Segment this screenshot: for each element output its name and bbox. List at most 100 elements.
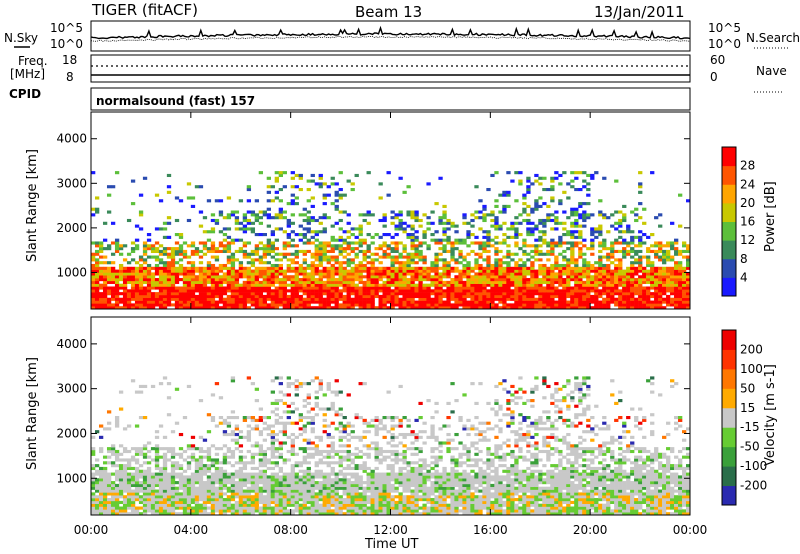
velocity-cell [298,464,303,468]
power-cell [506,193,511,197]
power-cell [578,241,583,245]
power-cell [134,286,140,290]
velocity-cell [270,447,275,451]
velocity-cell [318,407,323,411]
power-cell [254,252,260,256]
power-cell [562,171,567,175]
power-cell [422,286,427,290]
power-cell [342,193,347,197]
velocity-cell [102,461,108,465]
power-cell [326,261,331,265]
power-cell [482,204,487,208]
power-cell [374,280,379,284]
power-cell [234,238,240,242]
power-cell [498,278,503,282]
velocity-cell [302,500,307,504]
power-cell [282,216,287,220]
power-cell [162,278,168,282]
power-cell [490,303,495,307]
power-cell [250,294,256,299]
power-cell [262,286,267,290]
power-cell [238,275,244,279]
velocity-cell [238,478,244,482]
power-cell [130,202,136,206]
power-cell [94,266,100,270]
power-cell [262,278,267,282]
power-cell [402,292,407,296]
power-cell [634,207,639,211]
power-cell [190,249,196,254]
power-cell [302,269,307,273]
power-cell [626,303,631,307]
power-cell [286,202,291,206]
power-cell [130,303,136,307]
power-cell [454,280,459,284]
power-cell [578,247,583,251]
velocity-cell [106,498,112,502]
velocity-cell [270,449,275,454]
power-cell [446,218,451,223]
power-cell [218,280,224,284]
velocity-cell [302,449,307,454]
power-cell [290,283,295,287]
power-cell [350,297,355,301]
velocity-cell [146,492,152,496]
velocity-cell [310,481,315,485]
velocity-cell [238,475,244,479]
power-cell [206,247,212,251]
power-cell [174,272,180,276]
power-cell [110,286,116,290]
velocity-cell [258,489,264,493]
power-cell [342,306,347,310]
power-cell [282,280,287,284]
power-cell [334,292,339,296]
velocity-cell [222,506,228,510]
power-cell [198,297,204,301]
power-cell [254,272,260,276]
velocity-cell [162,452,168,456]
power-cell [314,244,319,248]
power-cell [498,297,503,301]
velocity-cell [174,461,180,465]
power-cell [94,300,100,304]
power-cell [578,187,583,192]
velocity-cell [246,495,252,499]
velocity-cell [314,464,319,468]
velocity-cell [91,481,96,485]
velocity-cell [250,418,256,422]
power-cell [406,289,411,293]
power-cell [250,221,256,225]
velocity-cell [282,500,287,504]
power-cell [626,283,631,287]
power-cell [682,300,687,304]
velocity-cell [266,447,271,451]
power-cell [562,269,567,273]
power-cell [394,258,399,262]
power-cell [218,213,224,217]
power-cell [174,280,180,284]
velocity-cell [94,495,100,499]
power-cell [558,235,563,239]
power-cell [550,241,555,245]
power-cell [150,283,156,287]
velocity-cell [262,469,267,473]
power-cell [666,278,671,282]
nsearch-label: N.Search [746,31,800,45]
power-cell [406,286,411,290]
power-cell [406,255,411,259]
power-cell [370,306,375,310]
power-cell [634,244,639,248]
power-cell [566,241,571,245]
power-cell [582,292,587,296]
power-cell [178,249,184,254]
velocity-cell [282,424,287,428]
power-cell [338,247,343,251]
power-cell [278,286,283,290]
velocity-cell [318,452,323,456]
power-cell [518,171,523,175]
power-cell [190,283,196,287]
power-cell [190,286,196,290]
velocity-cell [310,495,315,499]
power-cell [526,204,531,208]
velocity-cell [206,469,212,473]
